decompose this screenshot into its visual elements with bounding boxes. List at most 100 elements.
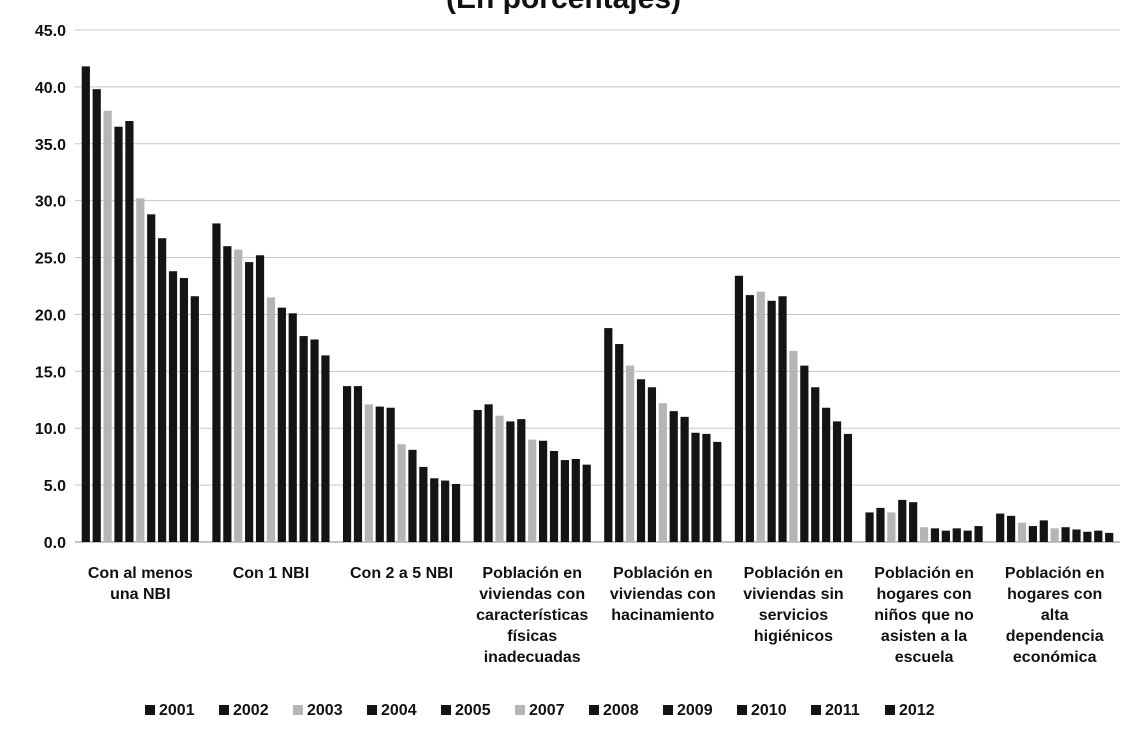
- bar-2010: [1083, 531, 1092, 542]
- bar-2007: [1050, 528, 1059, 542]
- y-axis-ticks: 0.0 5.0 10.0 15.0 20.0 25.0 30.0 35.0 40.0 45.0: [35, 23, 66, 552]
- x-category-label-line: servicios: [759, 607, 828, 624]
- bar-2005: [255, 255, 265, 542]
- bar-2008: [669, 411, 678, 542]
- bar-2004: [375, 406, 384, 542]
- x-category-label-line: Con al menos: [88, 565, 193, 582]
- bar-2011: [571, 458, 580, 542]
- y-tick-label: 40.0: [35, 80, 66, 97]
- bar-2002: [745, 295, 754, 542]
- legend-label-2002: 2002: [233, 702, 269, 719]
- bar-2012: [321, 355, 330, 542]
- legend-swatch-2011: [811, 705, 821, 715]
- bar-2001: [342, 386, 352, 542]
- bar-2007: [789, 350, 798, 542]
- legend-label-2003: 2003: [307, 702, 343, 719]
- y-tick-label: 45.0: [35, 23, 66, 40]
- bar-2010: [822, 407, 831, 542]
- bar-2004: [114, 126, 123, 543]
- x-category-label-line: Población en: [874, 565, 974, 582]
- legend-label-2007: 2007: [529, 702, 565, 719]
- bar-2012: [451, 483, 461, 542]
- bar-2005: [517, 419, 526, 542]
- y-tick-label: 25.0: [35, 251, 66, 268]
- bar-2007: [266, 297, 276, 542]
- y-tick-label: 5.0: [44, 478, 66, 495]
- bar-2008: [538, 440, 548, 542]
- legend: 2001 2002 2003 2004 2005 2007 2008 2009 2010 2011…: [145, 702, 935, 719]
- bar-2008: [930, 528, 940, 542]
- bar-2004: [1028, 526, 1037, 542]
- bar-2001: [473, 410, 482, 542]
- legend-label-2001: 2001: [159, 702, 195, 719]
- y-tick-label: 0.0: [44, 535, 66, 552]
- legend-swatch-2004: [367, 705, 377, 715]
- x-category-label-line: hogares con: [1007, 586, 1102, 603]
- bar-2001: [604, 328, 613, 542]
- x-category-label-line: Población en: [744, 565, 844, 582]
- x-category-label: Con al menos una NBI: [88, 565, 193, 603]
- bar-2004: [506, 421, 515, 542]
- bar-2003: [495, 415, 504, 542]
- bar-2012: [582, 464, 591, 542]
- legend-swatch-2010: [737, 705, 747, 715]
- bar-2010: [691, 432, 700, 542]
- legend-label-2010: 2010: [751, 702, 787, 719]
- x-category-label: Población en viviendas sin servicios higién…: [743, 565, 844, 645]
- bar-2011: [310, 339, 319, 542]
- legend-swatch-2008: [589, 705, 599, 715]
- legend-swatch-2007: [515, 705, 525, 715]
- bar-2004: [898, 499, 907, 542]
- legend-swatch-2001: [145, 705, 155, 715]
- bar-2001: [996, 513, 1005, 542]
- x-category-label: Con 1 NBI: [233, 565, 309, 582]
- legend-label-2011: 2011: [825, 702, 860, 719]
- bar-2007: [919, 527, 929, 542]
- x-category-label-line: características: [476, 607, 588, 624]
- bar-2003: [887, 512, 896, 542]
- x-category-label-line: Población en: [482, 565, 582, 582]
- bar-2005: [125, 121, 134, 543]
- bar-2011: [832, 421, 842, 542]
- x-category-label-line: dependencia: [1006, 628, 1104, 645]
- x-category-label-line: hogares con: [876, 586, 971, 603]
- bar-2010: [168, 271, 178, 542]
- x-category-label: Población en hogares con niños que no asist…: [874, 565, 974, 666]
- x-category-label-line: físicas: [507, 628, 557, 645]
- bar-2003: [234, 249, 243, 542]
- x-category-label-line: Con 2 a 5 NBI: [350, 565, 453, 582]
- bar-2009: [941, 530, 950, 542]
- x-category-label-line: asisten a la: [881, 628, 967, 645]
- x-category-label-line: viviendas con: [610, 586, 716, 603]
- bar-2001: [212, 223, 221, 543]
- x-category-label: Población en viviendas con hacinamiento: [610, 565, 716, 624]
- bar-2004: [636, 379, 646, 542]
- x-category-label-line: Población en: [1005, 565, 1105, 582]
- bar-2003: [626, 365, 635, 542]
- bar-2008: [1061, 527, 1070, 542]
- legend-swatch-2012: [885, 705, 895, 715]
- x-category-label-line: escuela: [895, 649, 954, 666]
- x-category-label-line: higiénicos: [754, 628, 833, 645]
- bar-2011: [963, 530, 972, 542]
- legend-label-2012: 2012: [899, 702, 935, 719]
- x-category-label: Población en hogares con alta dependencia ec…: [1005, 565, 1105, 666]
- y-tick-label: 10.0: [35, 421, 66, 438]
- bar-2003: [756, 291, 765, 542]
- x-category-label-line: Población en: [613, 565, 713, 582]
- y-tick-label: 35.0: [35, 137, 66, 154]
- bar-2008: [800, 365, 809, 542]
- bar-2001: [81, 66, 90, 542]
- gridlines: [75, 29, 1120, 543]
- bar-2012: [974, 526, 983, 542]
- y-tick-label: 15.0: [35, 364, 66, 381]
- bar-2008: [277, 307, 286, 542]
- y-tick-label: 20.0: [35, 307, 66, 324]
- chart-title: (En porcentajes): [0, 0, 1127, 16]
- bar-2010: [560, 460, 569, 542]
- bar-2010: [952, 528, 961, 542]
- bar-2007: [658, 403, 667, 542]
- bar-2002: [615, 344, 624, 542]
- legend-label-2008: 2008: [603, 702, 639, 719]
